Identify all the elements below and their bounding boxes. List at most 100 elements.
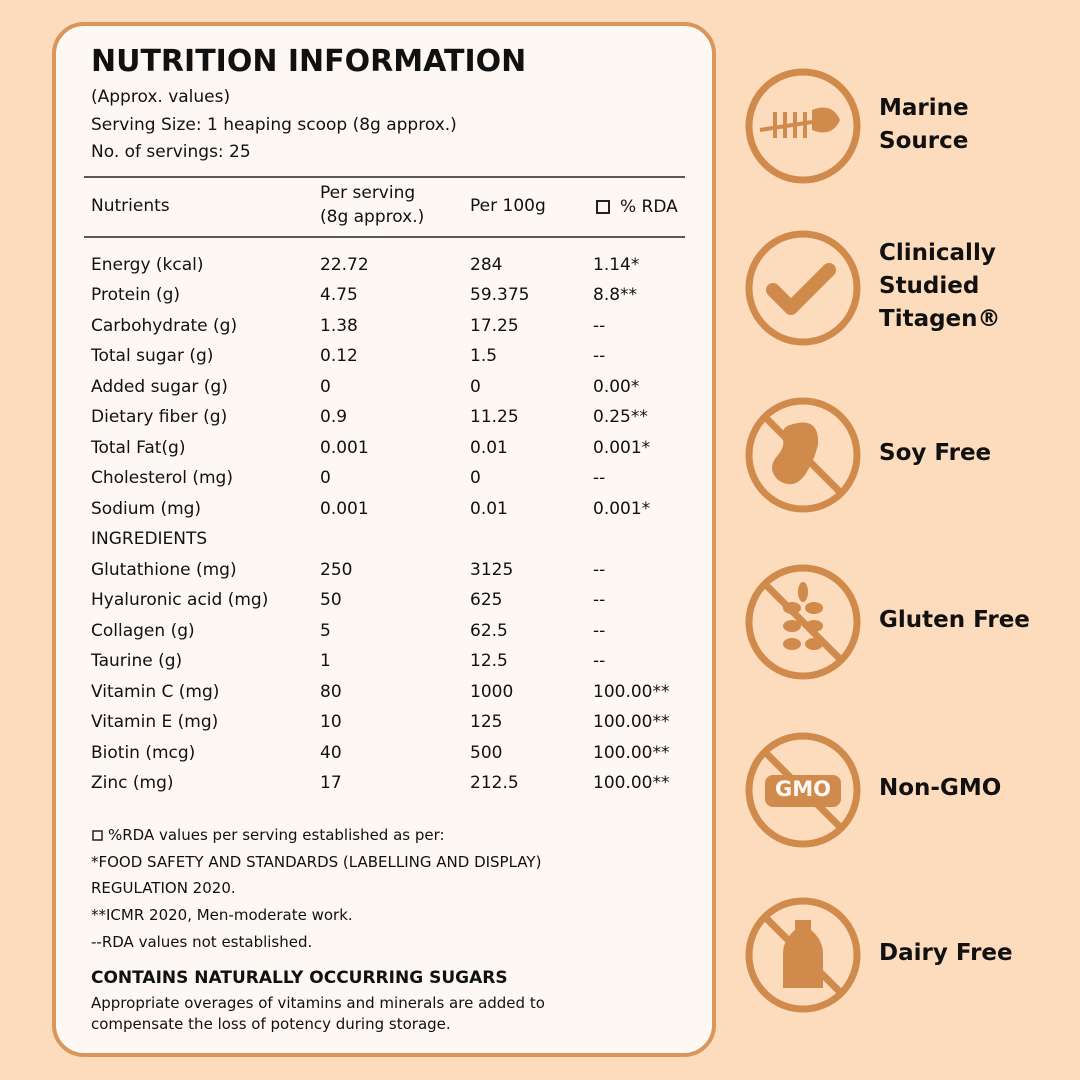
header-line: No. of servings: 25 <box>91 141 251 162</box>
rda-icon <box>92 830 103 841</box>
table-cell: -- <box>593 346 606 367</box>
column-header: Per serving <box>320 182 416 203</box>
table-cell: Zinc (mg) <box>91 773 174 794</box>
gmo-icon-text: GMO <box>775 777 831 802</box>
table-cell: -- <box>593 468 606 489</box>
table-cell: 250 <box>320 559 353 580</box>
table-cell: -- <box>593 651 606 672</box>
notice-line: compensate the loss of potency during st… <box>91 1014 451 1033</box>
table-cell: 0.12 <box>320 346 358 367</box>
table-cell: 8.8** <box>593 285 638 306</box>
table-cell: Protein (g) <box>91 285 181 306</box>
column-header: (8g approx.) <box>320 206 425 227</box>
table-cell: 1.38 <box>320 315 358 336</box>
footnote: *FOOD SAFETY AND STANDARDS (LABELLING AN… <box>91 852 542 871</box>
table-cell: 0.01 <box>470 498 508 519</box>
table-cell: 5 <box>320 620 331 641</box>
table-cell: 100.00** <box>593 773 670 794</box>
badge-label: Soy Free <box>879 440 992 467</box>
badge-circles <box>745 68 861 1013</box>
column-header: Per 100g <box>470 195 546 216</box>
badge-label: Titagen® <box>879 306 1001 333</box>
table-cell: 0 <box>320 376 331 397</box>
column-header: % RDA <box>620 196 678 217</box>
notice-line: Appropriate overages of vitamins and min… <box>91 993 545 1012</box>
table-cell: 22.72 <box>320 254 369 275</box>
table-cell: Sodium (mg) <box>91 498 202 519</box>
table-cell: Vitamin C (mg) <box>91 681 220 702</box>
badge-label: Clinically <box>879 240 996 267</box>
badge-label: Non-GMO <box>879 775 1002 802</box>
badge-label: Source <box>879 127 969 154</box>
table-cell: Added sugar (g) <box>91 376 228 397</box>
title: NUTRITION INFORMATION <box>91 44 527 79</box>
table-cell: 100.00** <box>593 742 670 763</box>
table-cell: Total Fat(g) <box>91 437 186 458</box>
table-cell: 0.00* <box>593 376 640 397</box>
table-cell: 1000 <box>470 681 514 702</box>
table-cell: 50 <box>320 590 342 611</box>
table-cell: -- <box>593 559 606 580</box>
table-cell: Taurine (g) <box>91 651 183 672</box>
section-heading: INGREDIENTS <box>91 529 208 550</box>
table-cell: 212.5 <box>470 773 519 794</box>
rda-icon <box>596 200 610 214</box>
table-cell: 62.5 <box>470 620 508 641</box>
footnote: REGULATION 2020. <box>91 878 236 897</box>
table-cell: 80 <box>320 681 342 702</box>
table-cell: 100.00** <box>593 712 670 733</box>
table-cell: 0.001 <box>320 437 369 458</box>
table-cell: 100.00** <box>593 681 670 702</box>
card <box>52 22 716 1057</box>
table-cell: 17.25 <box>470 315 519 336</box>
table-cell: 0 <box>470 468 481 489</box>
table-cell: 1 <box>320 651 331 672</box>
table-cell: Cholesterol (mg) <box>91 468 233 489</box>
table-cell: Biotin (mcg) <box>91 742 196 763</box>
badge-label: Gluten Free <box>879 607 1030 634</box>
table-cell: 0.001* <box>593 437 651 458</box>
badge-icons <box>759 107 841 988</box>
table-cell: Carbohydrate (g) <box>91 315 238 336</box>
table-cell: 0.25** <box>593 407 648 428</box>
column-header: Nutrients <box>91 195 170 216</box>
table-cell: Energy (kcal) <box>91 254 204 275</box>
table-cell: 0 <box>320 468 331 489</box>
table-cell: 0.001 <box>320 498 369 519</box>
table-cell: -- <box>593 315 606 336</box>
table-cell: Glutathione (mg) <box>91 559 237 580</box>
table-cell: 3125 <box>470 559 514 580</box>
table-cell: -- <box>593 590 606 611</box>
badge-label: Dairy Free <box>879 940 1013 967</box>
table-cell: 500 <box>470 742 503 763</box>
table-cell: 1.5 <box>470 346 498 367</box>
table-cell: 625 <box>470 590 503 611</box>
table-cell: Hyaluronic acid (mg) <box>91 590 269 611</box>
table-cell: 10 <box>320 712 342 733</box>
table-cell: -- <box>593 620 606 641</box>
footnote: --RDA values not established. <box>91 932 313 951</box>
table-cell: 284 <box>470 254 503 275</box>
table-cell: 40 <box>320 742 342 763</box>
table-cell: Collagen (g) <box>91 620 195 641</box>
badge-label: Studied <box>879 273 980 300</box>
table-cell: 4.75 <box>320 285 358 306</box>
notice-title: CONTAINS NATURALLY OCCURRING SUGARS <box>91 967 508 988</box>
table-cell: 0.01 <box>470 437 508 458</box>
table-cell: 12.5 <box>470 651 508 672</box>
table-cell: 17 <box>320 773 342 794</box>
table-cell: Vitamin E (mg) <box>91 712 219 733</box>
header-line: Serving Size: 1 heaping scoop (8g approx… <box>91 114 457 135</box>
table-cell: 0.001* <box>593 498 651 519</box>
table-cell: 1.14* <box>593 254 640 275</box>
table-cell: 125 <box>470 712 503 733</box>
footnote: %RDA values per serving established as p… <box>108 825 445 844</box>
table-cell: Total sugar (g) <box>91 346 214 367</box>
table-cell: 0.9 <box>320 407 348 428</box>
table-cell: 59.375 <box>470 285 530 306</box>
footnote: **ICMR 2020, Men-moderate work. <box>91 905 353 924</box>
table-cell: Dietary fiber (g) <box>91 407 228 428</box>
header-line: (Approx. values) <box>91 86 231 107</box>
